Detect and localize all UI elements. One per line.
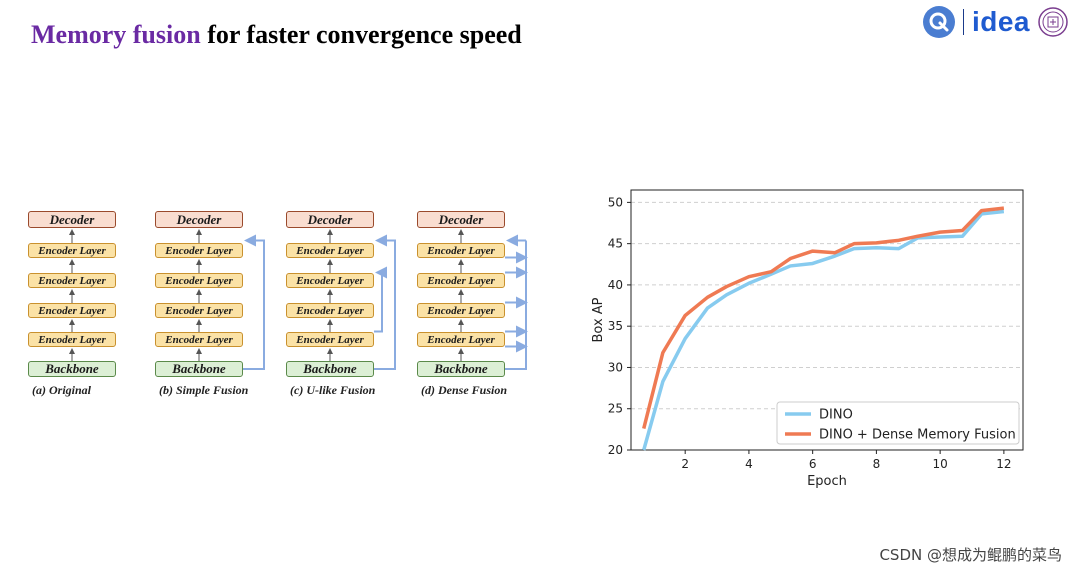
diagram-caption: (a) Original	[32, 383, 92, 397]
series-line-dino	[642, 209, 1005, 451]
encoder-layer-box: Encoder Layer	[155, 332, 243, 347]
title-rest: for faster convergence speed	[200, 20, 522, 49]
convergence-chart: 20 25 30 35 40 45 50 2 4 6 8 10 12 Epoch Box AP DINO DIN…	[591, 189, 1024, 489]
encoder-layer-box: Encoder Layer	[286, 273, 374, 288]
diagram-connectors	[69, 229, 528, 370]
encoder-layer-box: Encoder Layer	[28, 332, 116, 347]
encoder-layer-box: Encoder Layer	[28, 243, 116, 258]
x-tick-label: 4	[745, 457, 753, 471]
decoder-box: Decoder	[155, 211, 243, 228]
y-tick-label: 30	[608, 360, 623, 374]
x-axis-label: Epoch	[807, 474, 847, 489]
backbone-box: Backbone	[417, 361, 505, 377]
legend-box	[776, 401, 1020, 445]
x-tick-label: 10	[932, 457, 947, 471]
y-tick-label: 25	[608, 402, 623, 416]
encoder-layer-box: Encoder Layer	[28, 303, 116, 318]
university-seal-icon	[1038, 7, 1068, 37]
x-tick-label: 12	[996, 457, 1011, 471]
encoder-layer-box: Encoder Layer	[286, 243, 374, 258]
y-tick-label: 40	[608, 278, 623, 292]
backbone-box: Backbone	[28, 361, 116, 377]
fusion-arrow	[374, 234, 396, 370]
encoder-layer-box: Encoder Layer	[28, 273, 116, 288]
fusion-arrow	[243, 234, 265, 370]
legend-label: DINO	[819, 408, 853, 423]
y-tick-label: 45	[608, 237, 623, 251]
encoder-layer-box: Encoder Layer	[155, 243, 243, 258]
encoder-layer-box: Encoder Layer	[417, 273, 505, 288]
diagram-caption: (c) U-like Fusion	[290, 383, 376, 397]
encoder-layer-box: Encoder Layer	[417, 303, 505, 318]
plot-frame	[630, 189, 1024, 451]
series-line-dino-dense-memory-fusion	[642, 206, 1005, 429]
title-highlight: Memory fusion	[31, 20, 201, 49]
diagram-caption: (d) Dense Fusion	[421, 383, 508, 397]
logo-divider	[962, 9, 964, 35]
fusion-trunk	[505, 240, 527, 370]
header-logos: idea	[922, 5, 1068, 39]
encoder-layer-box: Encoder Layer	[286, 303, 374, 318]
idea-logo: idea	[971, 6, 1030, 37]
decoder-box: Decoder	[286, 211, 374, 228]
decoder-box: Decoder	[417, 211, 505, 228]
y-tick-label: 35	[608, 319, 623, 333]
encoder-layer-box: Encoder Layer	[417, 332, 505, 347]
encoder-layer-box: Encoder Layer	[155, 303, 243, 318]
backbone-box: Backbone	[286, 361, 374, 377]
decoder-box: Decoder	[28, 211, 116, 228]
x-tick-label: 6	[809, 457, 817, 471]
y-tick-label: 20	[608, 443, 623, 457]
legend-label: DINO + Dense Memory Fusion	[819, 428, 1016, 443]
encoder-layer-box: Encoder Layer	[286, 332, 374, 347]
x-tick-label: 8	[873, 457, 881, 471]
backbone-box: Backbone	[155, 361, 243, 377]
q-logo-icon	[922, 6, 955, 38]
y-tick-label: 50	[608, 195, 623, 209]
x-tick-label: 2	[681, 457, 689, 471]
encoder-layer-box: Encoder Layer	[417, 243, 505, 258]
diagram-caption: (b) Simple Fusion	[159, 383, 249, 397]
slide-title: Memory fusion for faster convergence spe…	[31, 20, 522, 50]
fusion-arrow	[374, 266, 387, 333]
y-axis-label: Box AP	[591, 297, 606, 342]
watermark: CSDN @想成为鲲鹏的菜鸟	[879, 546, 1062, 564]
encoder-layer-box: Encoder Layer	[155, 273, 243, 288]
